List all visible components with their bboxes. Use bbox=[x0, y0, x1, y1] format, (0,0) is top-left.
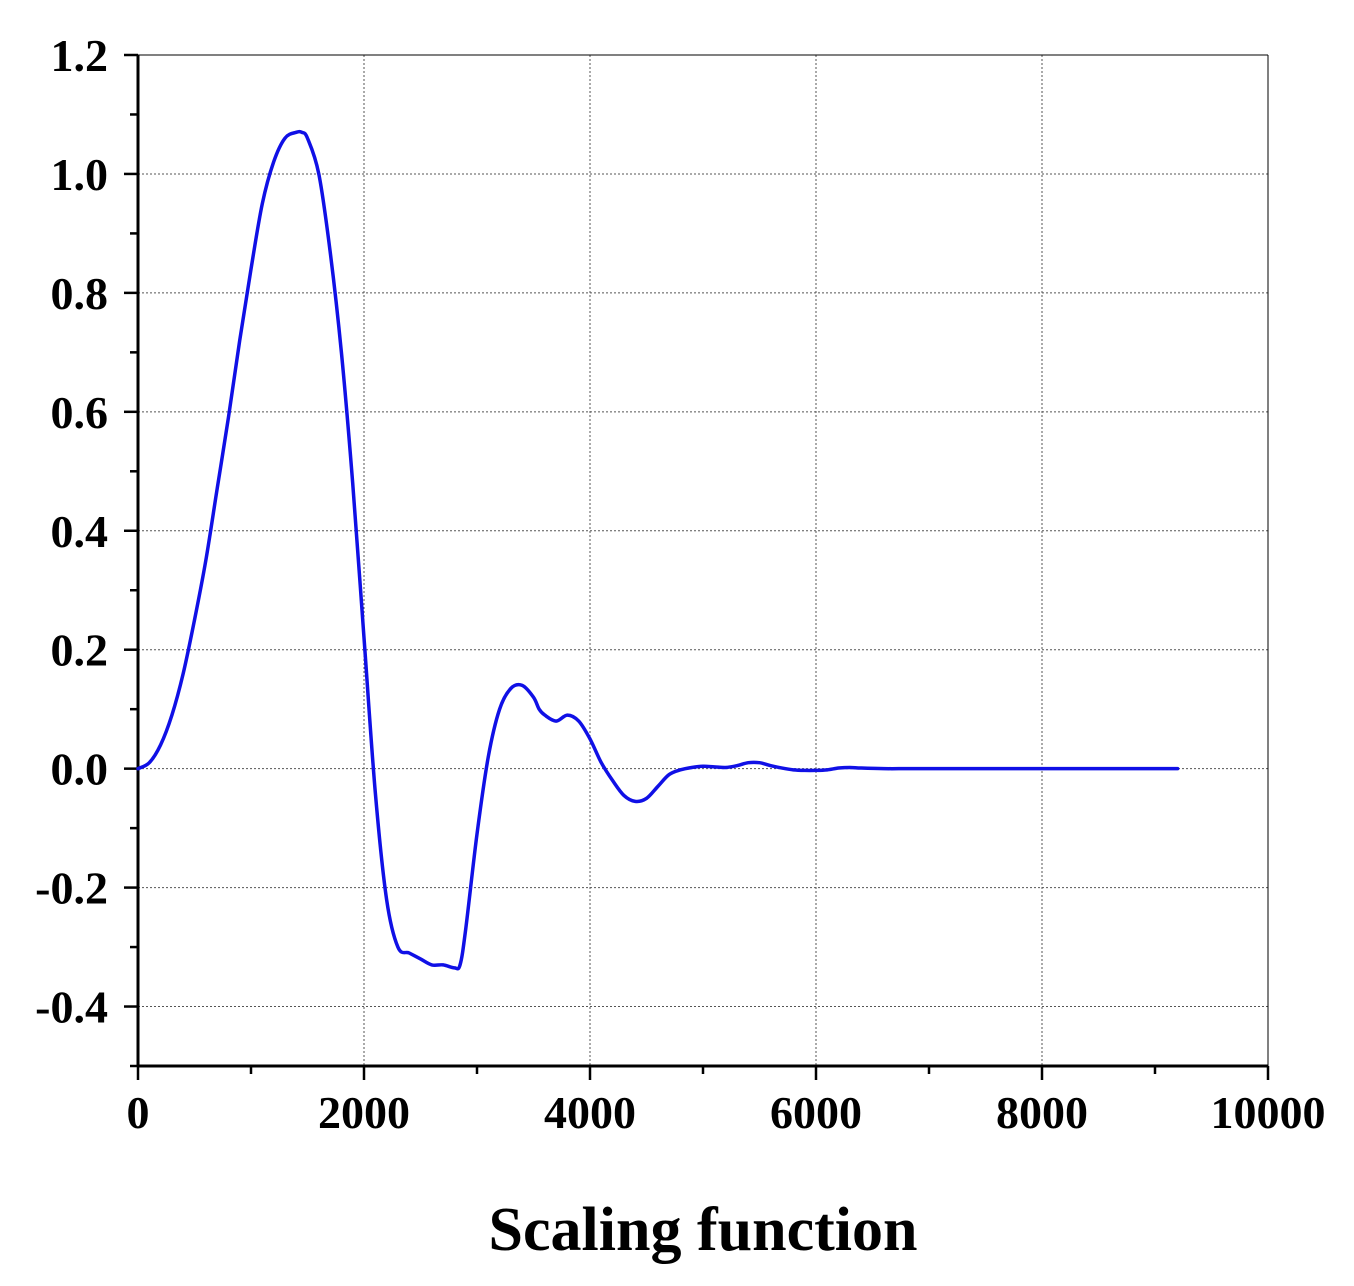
y-tick-label: 0.8 bbox=[51, 268, 109, 319]
x-tick-label: 4000 bbox=[544, 1087, 636, 1138]
x-tick-label: 6000 bbox=[770, 1087, 862, 1138]
series-line bbox=[136, 129, 1180, 971]
x-axis-title: Scaling function bbox=[489, 1196, 918, 1264]
y-tick-label: 1.0 bbox=[51, 149, 109, 200]
x-tick-label: 8000 bbox=[996, 1087, 1088, 1138]
series-layer bbox=[136, 129, 1180, 971]
x-tick-label: 2000 bbox=[318, 1087, 410, 1138]
y-tick-label: -0.2 bbox=[35, 863, 108, 914]
grid-lines bbox=[138, 54, 1269, 1066]
x-tick-label: 10000 bbox=[1211, 1087, 1326, 1138]
tick-labels: 0 2000 4000 6000 8000 10000 -0.4 -0.2 0.0 0.2 0.4 0… bbox=[35, 30, 1325, 1138]
tick-marks bbox=[124, 53, 1270, 1080]
x-tick-label: 0 bbox=[127, 1087, 150, 1138]
y-tick-label: 0.0 bbox=[51, 744, 109, 795]
axes bbox=[136, 54, 1269, 1068]
y-tick-label: 0.6 bbox=[51, 387, 109, 438]
y-tick-label: 0.2 bbox=[51, 625, 109, 676]
y-tick-label: 1.2 bbox=[51, 30, 109, 81]
y-tick-label: -0.4 bbox=[35, 982, 108, 1033]
y-tick-label: 0.4 bbox=[51, 506, 109, 557]
